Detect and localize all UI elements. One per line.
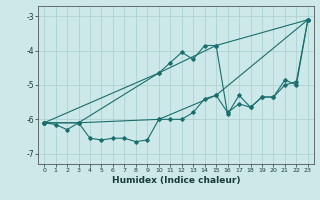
X-axis label: Humidex (Indice chaleur): Humidex (Indice chaleur)	[112, 176, 240, 185]
